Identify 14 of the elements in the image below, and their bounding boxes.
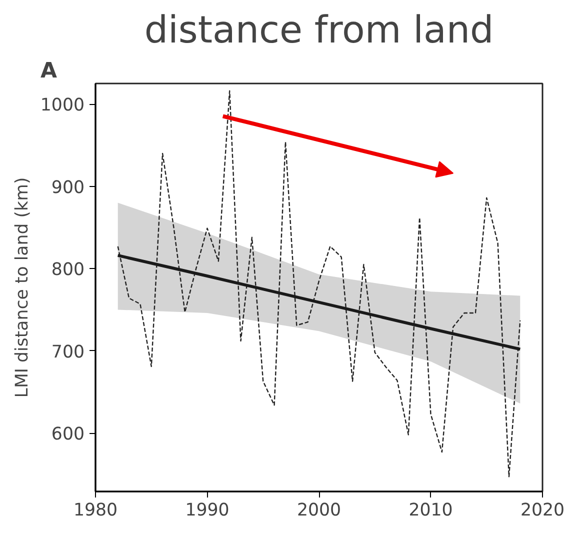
x-tick-label: 1980 [73,500,118,520]
x-tick-label: 2020 [520,500,565,520]
x-tick-label: 2010 [408,500,453,520]
y-axis-title: LMI distance to land (km) [12,177,32,398]
chart-title: distance from land [144,8,494,52]
line-series [117,90,521,478]
y-tick-label: 600 [51,424,85,445]
text: A [40,58,58,84]
x-tick-label: 1990 [185,500,230,520]
y-tick-label: 700 [51,342,85,362]
y-tick-label: 1000 [40,96,85,116]
y-tick-label: 800 [51,260,85,280]
x-tick-label: 2000 [296,500,342,520]
y-tick-label: 900 [51,178,85,198]
